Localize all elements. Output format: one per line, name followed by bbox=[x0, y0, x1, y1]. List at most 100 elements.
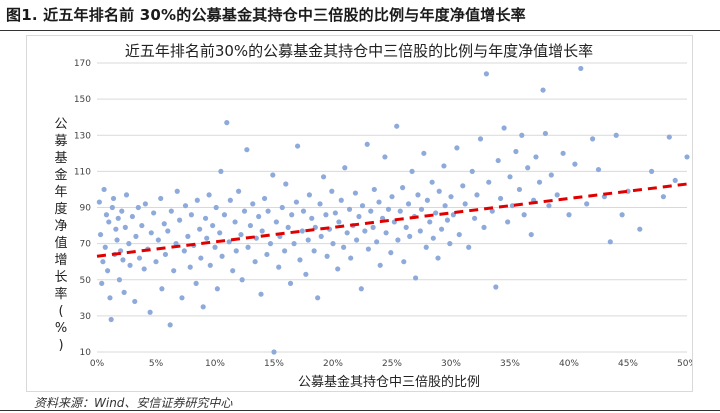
data-point-185 bbox=[441, 163, 447, 169]
data-point-97 bbox=[267, 241, 274, 247]
data-point-74 bbox=[221, 212, 228, 218]
data-point-175 bbox=[421, 150, 427, 156]
trendline-group bbox=[96, 182, 688, 258]
data-point-133 bbox=[338, 197, 344, 203]
y-axis-ticks: 10 30 50 70 90 110 130 150 170 bbox=[74, 59, 91, 358]
data-point-108 bbox=[289, 212, 295, 218]
data-point-199 bbox=[477, 136, 484, 142]
data-point-241 bbox=[672, 177, 678, 184]
data-point-197 bbox=[472, 215, 478, 221]
data-point-11 bbox=[109, 204, 115, 211]
data-point-22 bbox=[122, 224, 128, 230]
data-point-59 bbox=[194, 197, 200, 203]
data-point-85 bbox=[244, 147, 250, 153]
data-point-153 bbox=[377, 262, 383, 268]
data-point-234 bbox=[613, 132, 619, 138]
data-point-50 bbox=[177, 217, 183, 223]
data-point-149 bbox=[370, 224, 376, 230]
y-axis-label-char-9: 长 bbox=[54, 270, 67, 285]
data-point-45 bbox=[167, 322, 173, 328]
data-point-182 bbox=[435, 255, 441, 261]
data-point-177 bbox=[424, 197, 430, 203]
data-point-136 bbox=[344, 230, 350, 236]
data-point-218 bbox=[533, 154, 539, 160]
data-point-209 bbox=[507, 174, 513, 180]
scatter-chart: 近五年排名前30%的公募基金其持仓中三倍股的比例与年度净值增长率 0% 5% 10%… bbox=[54, 42, 698, 390]
data-point-6 bbox=[103, 212, 110, 218]
data-point-132 bbox=[336, 219, 342, 225]
data-point-114 bbox=[300, 208, 307, 214]
data-point-220 bbox=[540, 87, 546, 93]
data-point-173 bbox=[417, 228, 423, 234]
data-point-146 bbox=[364, 141, 370, 147]
data-point-156 bbox=[383, 230, 389, 236]
y-tick-label-3: 70 bbox=[80, 240, 92, 250]
data-point-82 bbox=[238, 231, 244, 238]
data-point-216 bbox=[528, 231, 534, 238]
y-axis-label-char-2: 基 bbox=[54, 151, 67, 166]
data-point-9 bbox=[107, 295, 113, 301]
data-point-65 bbox=[206, 192, 212, 198]
data-point-55 bbox=[187, 264, 193, 270]
data-point-225 bbox=[560, 150, 566, 156]
data-point-66 bbox=[207, 262, 213, 268]
data-point-178 bbox=[427, 219, 433, 225]
data-point-41 bbox=[159, 286, 165, 292]
figure-caption: 图1. 近五年排名前 30%的公募基金其持仓中三倍股的比例与年度净值增长率 bbox=[6, 6, 526, 24]
data-point-180 bbox=[430, 235, 436, 241]
chart-frame: 近五年排名前30%的公募基金其持仓中三倍股的比例与年度净值增长率 0% 5% 10%… bbox=[26, 35, 698, 392]
data-point-5 bbox=[102, 244, 108, 250]
data-point-233 bbox=[607, 239, 613, 245]
y-axis-label-char-7: 值 bbox=[54, 235, 67, 251]
data-point-213 bbox=[519, 132, 525, 138]
y-axis-label-char-10: 率 bbox=[54, 286, 67, 302]
data-point-115 bbox=[303, 271, 309, 277]
data-point-81 bbox=[236, 188, 242, 194]
data-point-51 bbox=[179, 295, 185, 301]
trendline bbox=[96, 182, 688, 258]
y-axis-label-char-12: % bbox=[55, 321, 67, 336]
data-point-27 bbox=[132, 298, 138, 305]
data-point-30 bbox=[136, 255, 143, 261]
data-point-187 bbox=[444, 217, 451, 223]
data-point-90 bbox=[253, 235, 259, 241]
data-point-228 bbox=[578, 65, 584, 72]
data-point-204 bbox=[493, 284, 499, 290]
data-point-72 bbox=[218, 168, 224, 174]
data-point-87 bbox=[247, 222, 253, 229]
data-point-116 bbox=[305, 237, 311, 243]
data-point-121 bbox=[315, 295, 321, 301]
data-point-111 bbox=[295, 143, 301, 149]
data-point-143 bbox=[358, 286, 364, 292]
data-point-193 bbox=[460, 183, 466, 189]
data-point-201 bbox=[483, 71, 489, 77]
data-point-40 bbox=[158, 195, 164, 202]
data-point-36 bbox=[148, 230, 154, 236]
chart-title: 近五年排名前30%的公募基金其持仓中三倍股的比例与年度净值增长率 bbox=[125, 42, 593, 60]
data-point-0 bbox=[96, 199, 102, 205]
data-point-203 bbox=[489, 208, 495, 214]
data-point-194 bbox=[462, 201, 468, 207]
data-point-206 bbox=[497, 195, 504, 202]
data-point-231 bbox=[595, 166, 602, 173]
data-point-68 bbox=[212, 244, 218, 250]
x-axis-ticks: 0% 5% 10% 15% 20% 25% 30% 35% 40% 45% 50% bbox=[90, 359, 698, 369]
data-point-189 bbox=[448, 194, 454, 200]
data-point-44 bbox=[165, 228, 171, 234]
data-point-226 bbox=[566, 212, 572, 218]
data-point-157 bbox=[385, 206, 392, 212]
data-point-238 bbox=[649, 168, 655, 174]
data-point-15 bbox=[114, 237, 120, 243]
data-point-99 bbox=[271, 349, 277, 355]
data-point-95 bbox=[264, 251, 270, 258]
data-point-161 bbox=[394, 123, 400, 129]
data-point-229 bbox=[584, 201, 590, 207]
data-point-167 bbox=[405, 201, 412, 207]
data-point-61 bbox=[198, 255, 204, 261]
data-point-88 bbox=[250, 201, 256, 207]
data-point-31 bbox=[139, 222, 145, 229]
data-point-148 bbox=[368, 208, 374, 214]
y-tick-label-5: 110 bbox=[74, 167, 91, 177]
data-point-118 bbox=[309, 215, 315, 221]
data-point-17 bbox=[116, 277, 123, 283]
